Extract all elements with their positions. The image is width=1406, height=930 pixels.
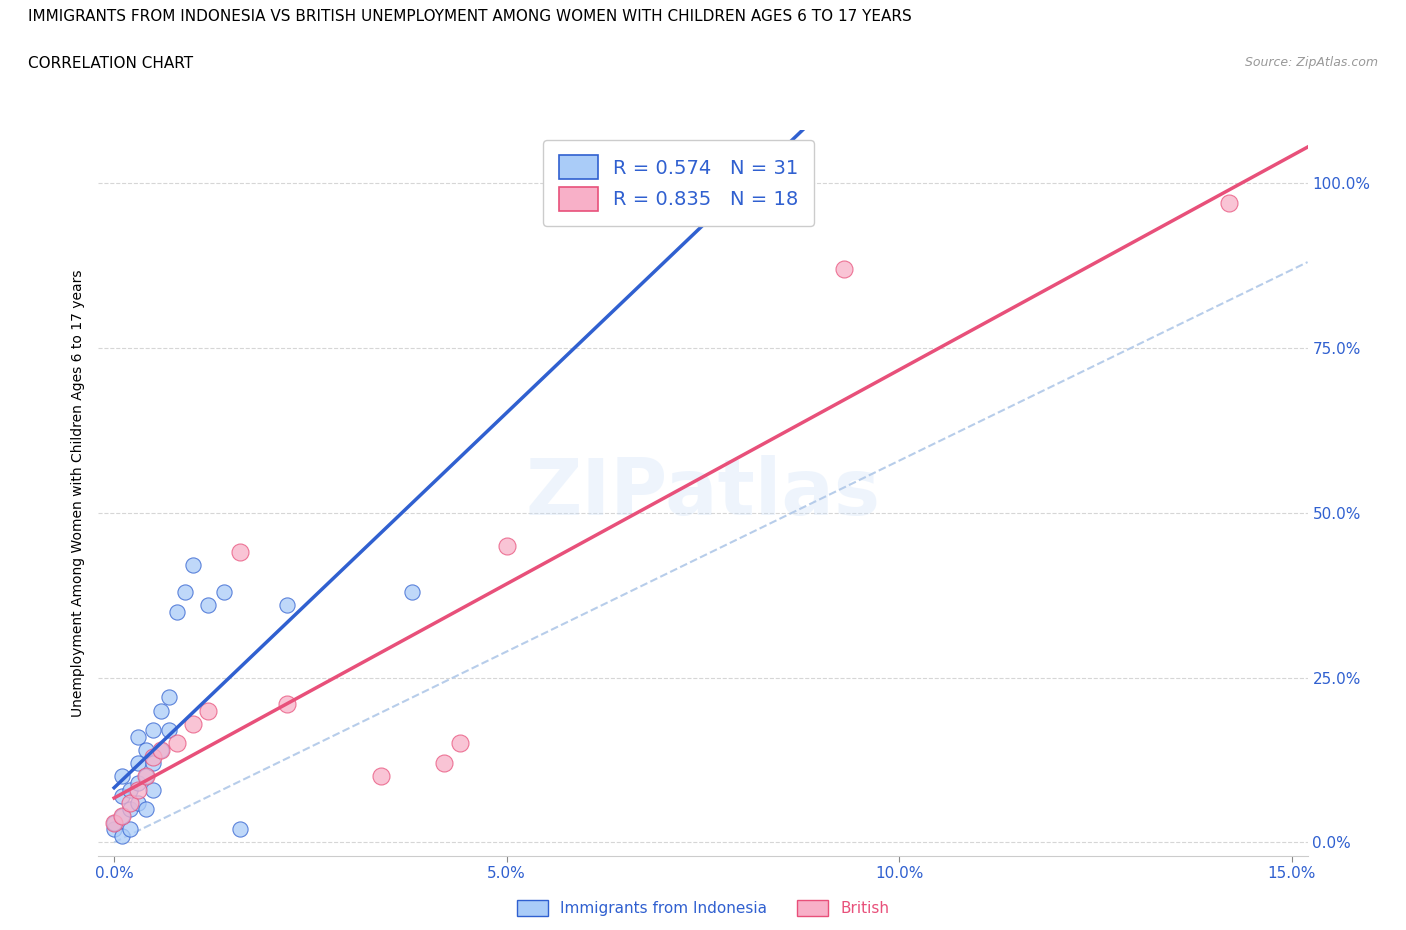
Point [142,782,165,797]
Point [135,802,157,817]
Point [135,743,157,758]
Point [157,690,180,705]
Point [370,769,392,784]
Point [111,789,134,804]
Point [142,723,165,737]
Point [276,598,298,613]
Point [150,703,173,718]
Point [142,750,165,764]
Point [127,756,149,771]
Point [166,736,188,751]
Point [127,782,149,797]
Y-axis label: Unemployment Among Women with Children Ages 6 to 17 years: Unemployment Among Women with Children A… [72,269,86,717]
Point [111,829,134,844]
Legend: R = 0.574   N = 31, R = 0.835   N = 18: R = 0.574 N = 31, R = 0.835 N = 18 [543,140,814,226]
Point [127,729,149,744]
Point [229,545,252,560]
Point [118,782,141,797]
Point [157,723,180,737]
Point [118,822,141,837]
Point [150,743,173,758]
Point [127,795,149,810]
Point [229,822,252,837]
Point [181,558,204,573]
Point [401,584,423,599]
Point [834,261,856,276]
Point [103,816,125,830]
Point [118,795,141,810]
Point [103,816,125,830]
Point [111,769,134,784]
Point [495,538,517,553]
Point [135,769,157,784]
Point [1218,195,1240,210]
Point [111,808,134,823]
Point [212,584,235,599]
Text: IMMIGRANTS FROM INDONESIA VS BRITISH UNEMPLOYMENT AMONG WOMEN WITH CHILDREN AGES: IMMIGRANTS FROM INDONESIA VS BRITISH UNE… [28,9,912,24]
Point [181,716,204,731]
Point [118,802,141,817]
Point [276,697,298,711]
Point [197,703,219,718]
Legend: Immigrants from Indonesia, British: Immigrants from Indonesia, British [510,894,896,923]
Point [150,743,173,758]
Point [433,756,456,771]
Point [173,584,195,599]
Point [111,808,134,823]
Text: CORRELATION CHART: CORRELATION CHART [28,56,193,71]
Text: Source: ZipAtlas.com: Source: ZipAtlas.com [1244,56,1378,69]
Point [449,736,471,751]
Point [103,822,125,837]
Point [197,598,219,613]
Point [166,604,188,619]
Text: ZIPatlas: ZIPatlas [526,455,880,531]
Point [142,756,165,771]
Point [135,769,157,784]
Point [127,776,149,790]
